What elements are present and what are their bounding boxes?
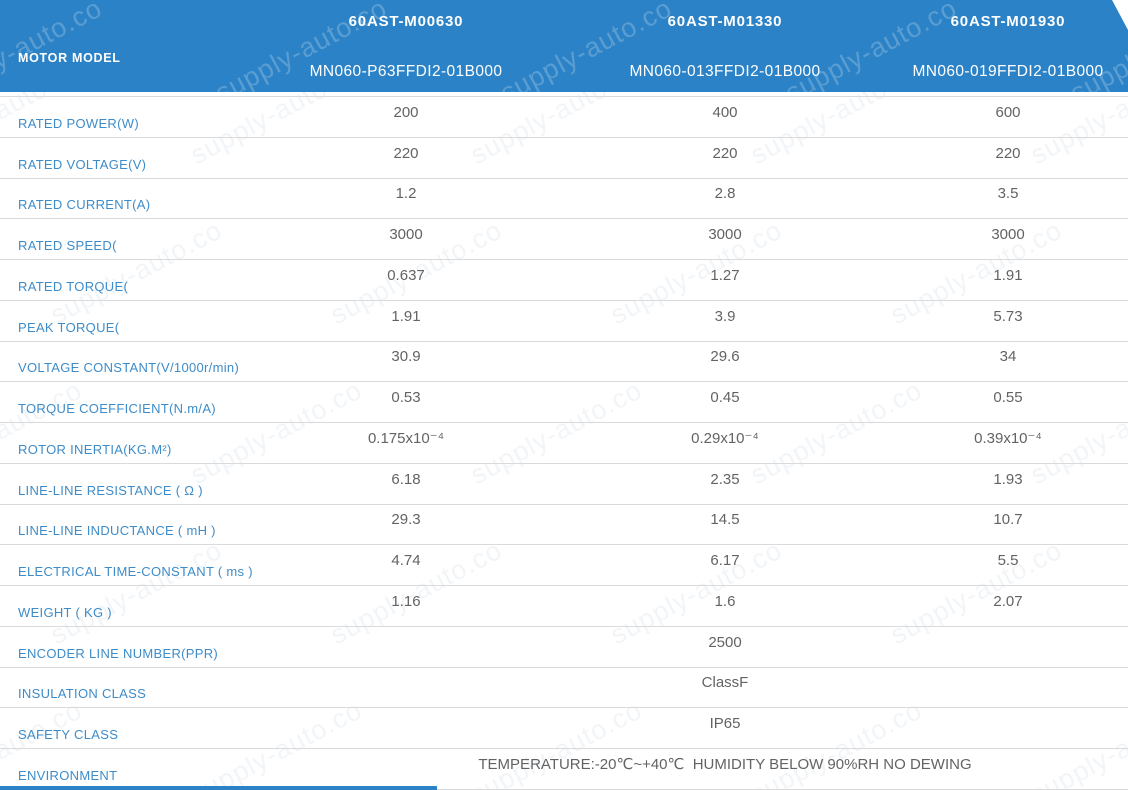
table-row: ENVIRONMENT TEMPERATURE:-20℃~+40℃ HUMIDIT… [0,749,1128,790]
value-cell: 10.7 [993,511,1023,529]
table-row: LINE-LINE RESISTANCE ( Ω ) 6.18 2.35 1.93 [0,464,1128,505]
value-cell: 2.8 [714,185,736,203]
value-cell: 1.91 [993,266,1023,284]
row-label: ENCODER LINE NUMBER(PPR) [18,645,219,661]
value-cell: 0.55 [993,389,1023,407]
table-row: WEIGHT ( KG ) 1.16 1.6 2.07 [0,586,1128,627]
row-label: RATED SPEED( [18,238,117,253]
row-label: RATED CURRENT(A) [18,197,151,213]
value-cell: 220 [393,144,419,162]
value-cell: 1.6 [714,592,736,610]
row-label: ENVIRONMENT [18,767,118,783]
span-value-cell: 2500 [708,633,742,651]
value-cell: 2.35 [710,470,740,488]
row-label: TORQUE COEFFICIENT(N.m/A) [18,401,216,416]
span-value-cell: TEMPERATURE:-20℃~+40℃ HUMIDITY BELOW 90%… [478,756,972,774]
value-cell: 5.73 [993,307,1023,325]
table-header: supply-auto.co supply-auto.co supply-auto.… [0,0,1128,92]
row-label: PEAK TORQUE( [18,319,120,335]
row-label: RATED TORQUE( [18,278,129,294]
value-cell: 1.16 [391,592,421,610]
motor-model-label: MOTOR MODEL [18,51,121,65]
value-cell: 14.5 [710,511,740,529]
value-cell: 1.93 [993,470,1023,488]
model-name: 60AST-M00630 [348,13,464,30]
table-row: ENCODER LINE NUMBER(PPR) 2500 [0,627,1128,668]
value-cell: 400 [712,103,738,121]
row-label: ROTOR INERTIA(KG.M²) [18,441,172,457]
value-cell: 3000 [389,226,423,244]
span-value-cell: IP65 [709,715,741,733]
part-number: MN060-019FFDI2-01B000 [912,63,1104,80]
table-row: RATED VOLTAGE(V) 220 220 220 [0,138,1128,179]
value-cell: 30.9 [391,348,421,366]
table-row: ELECTRICAL TIME-CONSTANT ( ms ) 4.74 6.17 5… [0,545,1128,586]
value-cell: 0.175x10⁻⁴ [367,430,445,448]
row-label: ELECTRICAL TIME-CONSTANT ( ms ) [18,564,253,579]
row-label: LINE-LINE RESISTANCE ( Ω ) [18,482,203,498]
model-column-header-1: 60AST-M00630 MN060-P63FFDI2-01B000 [250,0,562,92]
table-row: VOLTAGE CONSTANT(V/1000r/min) 30.9 29.6 34 [0,342,1128,383]
corner-cut-decoration [1112,0,1128,30]
row-label: SAFETY CLASS [18,727,119,742]
value-cell: 29.3 [391,511,421,529]
value-cell: 1.2 [395,185,417,203]
span-value-cell: ClassF [701,674,749,692]
table-row: RATED POWER(W) 200 400 600 [0,97,1128,138]
value-cell: 6.17 [710,552,740,570]
value-cell: 3.5 [997,185,1019,203]
value-cell: 5.5 [997,552,1019,570]
value-cell: 0.53 [391,389,421,407]
table-row: SAFETY CLASS IP65 [0,708,1128,749]
value-cell: 3.9 [714,307,736,325]
row-label: LINE-LINE INDUCTANCE ( mH ) [18,523,216,539]
row-label: VOLTAGE CONSTANT(V/1000r/min) [18,360,240,376]
value-cell: 1.91 [391,307,421,325]
table-row: RATED SPEED( 3000 3000 3000 [0,219,1128,260]
row-label: RATED VOLTAGE(V) [18,156,147,172]
table-row: ROTOR INERTIA(KG.M²) 0.175x10⁻⁴ 0.29x10⁻⁴ 0… [0,423,1128,464]
table-row: RATED TORQUE( 0.637 1.27 1.91 [0,260,1128,301]
table-row: TORQUE COEFFICIENT(N.m/A) 0.53 0.45 0.55 [0,382,1128,423]
table-row: RATED CURRENT(A) 1.2 2.8 3.5 [0,179,1128,220]
part-number: MN060-013FFDI2-01B000 [629,63,821,80]
value-cell: 200 [393,103,419,121]
value-cell: 0.39x10⁻⁴ [974,430,1042,448]
value-cell: 2.07 [993,592,1023,610]
value-cell: 0.45 [710,389,740,407]
value-cell: 6.18 [391,470,421,488]
value-cell: 0.29x10⁻⁴ [691,430,759,448]
row-label: WEIGHT ( KG ) [18,604,112,620]
row-label: INSULATION CLASS [18,686,147,702]
value-cell: 3000 [708,226,742,244]
bottom-blue-bar [0,786,437,790]
value-cell: 34 [999,348,1017,366]
spec-table-body: RATED POWER(W) 200 400 600 RATED VOLTAGE(V) 2… [0,96,1128,790]
value-cell: 3000 [991,226,1025,244]
part-number: MN060-P63FFDI2-01B000 [309,63,503,80]
value-cell: 29.6 [710,348,740,366]
row-label: RATED POWER(W) [18,115,139,131]
value-cell: 220 [995,144,1021,162]
model-column-header-3: 60AST-M01930 MN060-019FFDI2-01B000 [888,0,1128,92]
value-cell: 0.637 [387,266,425,284]
value-cell: 1.27 [710,266,740,284]
model-column-header-2: 60AST-M01330 MN060-013FFDI2-01B000 [562,0,888,92]
value-cell: 4.74 [391,552,421,570]
table-row: LINE-LINE INDUCTANCE ( mH ) 29.3 14.5 10.7 [0,505,1128,546]
value-cell: 600 [995,103,1021,121]
model-name: 60AST-M01330 [667,13,783,30]
model-name: 60AST-M01930 [950,13,1066,30]
value-cell: 220 [712,144,738,162]
table-row: PEAK TORQUE( 1.91 3.9 5.73 [0,301,1128,342]
table-row: INSULATION CLASS ClassF [0,668,1128,709]
